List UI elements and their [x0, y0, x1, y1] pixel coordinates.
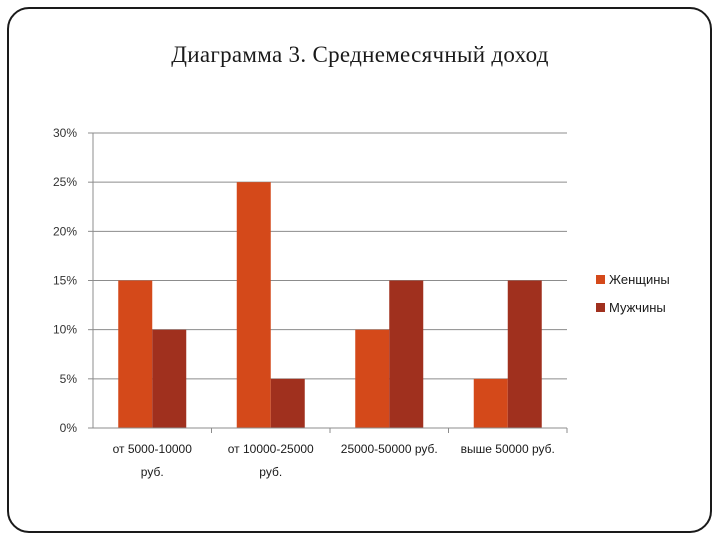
x-tick-label: выше 50000 руб. [461, 442, 555, 456]
legend-label: Мужчины [609, 300, 666, 315]
y-tick-label: 0% [60, 421, 78, 435]
axes [92, 133, 568, 433]
y-axis-ticks: 0% 5% 10% 15% 20% 25% 30% [53, 126, 93, 435]
bar-men [507, 280, 542, 428]
bar-women [355, 329, 390, 428]
bars [118, 182, 542, 428]
x-tick-label: от 5000-10000 [113, 442, 193, 456]
bar-women [236, 182, 271, 428]
y-tick-label: 30% [53, 126, 77, 140]
y-tick-label: 20% [53, 224, 77, 238]
y-tick-label: 5% [60, 372, 78, 386]
x-axis-labels: от 5000-10000 руб. от 10000-25000 руб. 25000… [113, 442, 555, 479]
bar-men [389, 280, 424, 428]
legend-swatch [596, 275, 605, 284]
y-tick-label: 10% [53, 323, 77, 337]
bar-men [270, 378, 305, 428]
legend-swatch [596, 303, 605, 312]
x-tick-label: руб. [259, 465, 282, 479]
x-tick-label: от 10000-25000 [228, 442, 314, 456]
y-tick-label: 15% [53, 274, 77, 288]
legend: Женщины Мужчины [596, 272, 670, 315]
y-tick-label: 25% [53, 175, 77, 189]
x-tick-label: руб. [141, 465, 164, 479]
bar-men [152, 329, 187, 428]
x-tick-label: 25000-50000 руб. [341, 442, 438, 456]
slide-frame [7, 7, 712, 533]
bar-women [118, 280, 153, 428]
bar-women [473, 378, 508, 428]
legend-label: Женщины [609, 272, 670, 287]
chart-title: Диаграмма 3. Среднемесячный доход [171, 42, 549, 67]
